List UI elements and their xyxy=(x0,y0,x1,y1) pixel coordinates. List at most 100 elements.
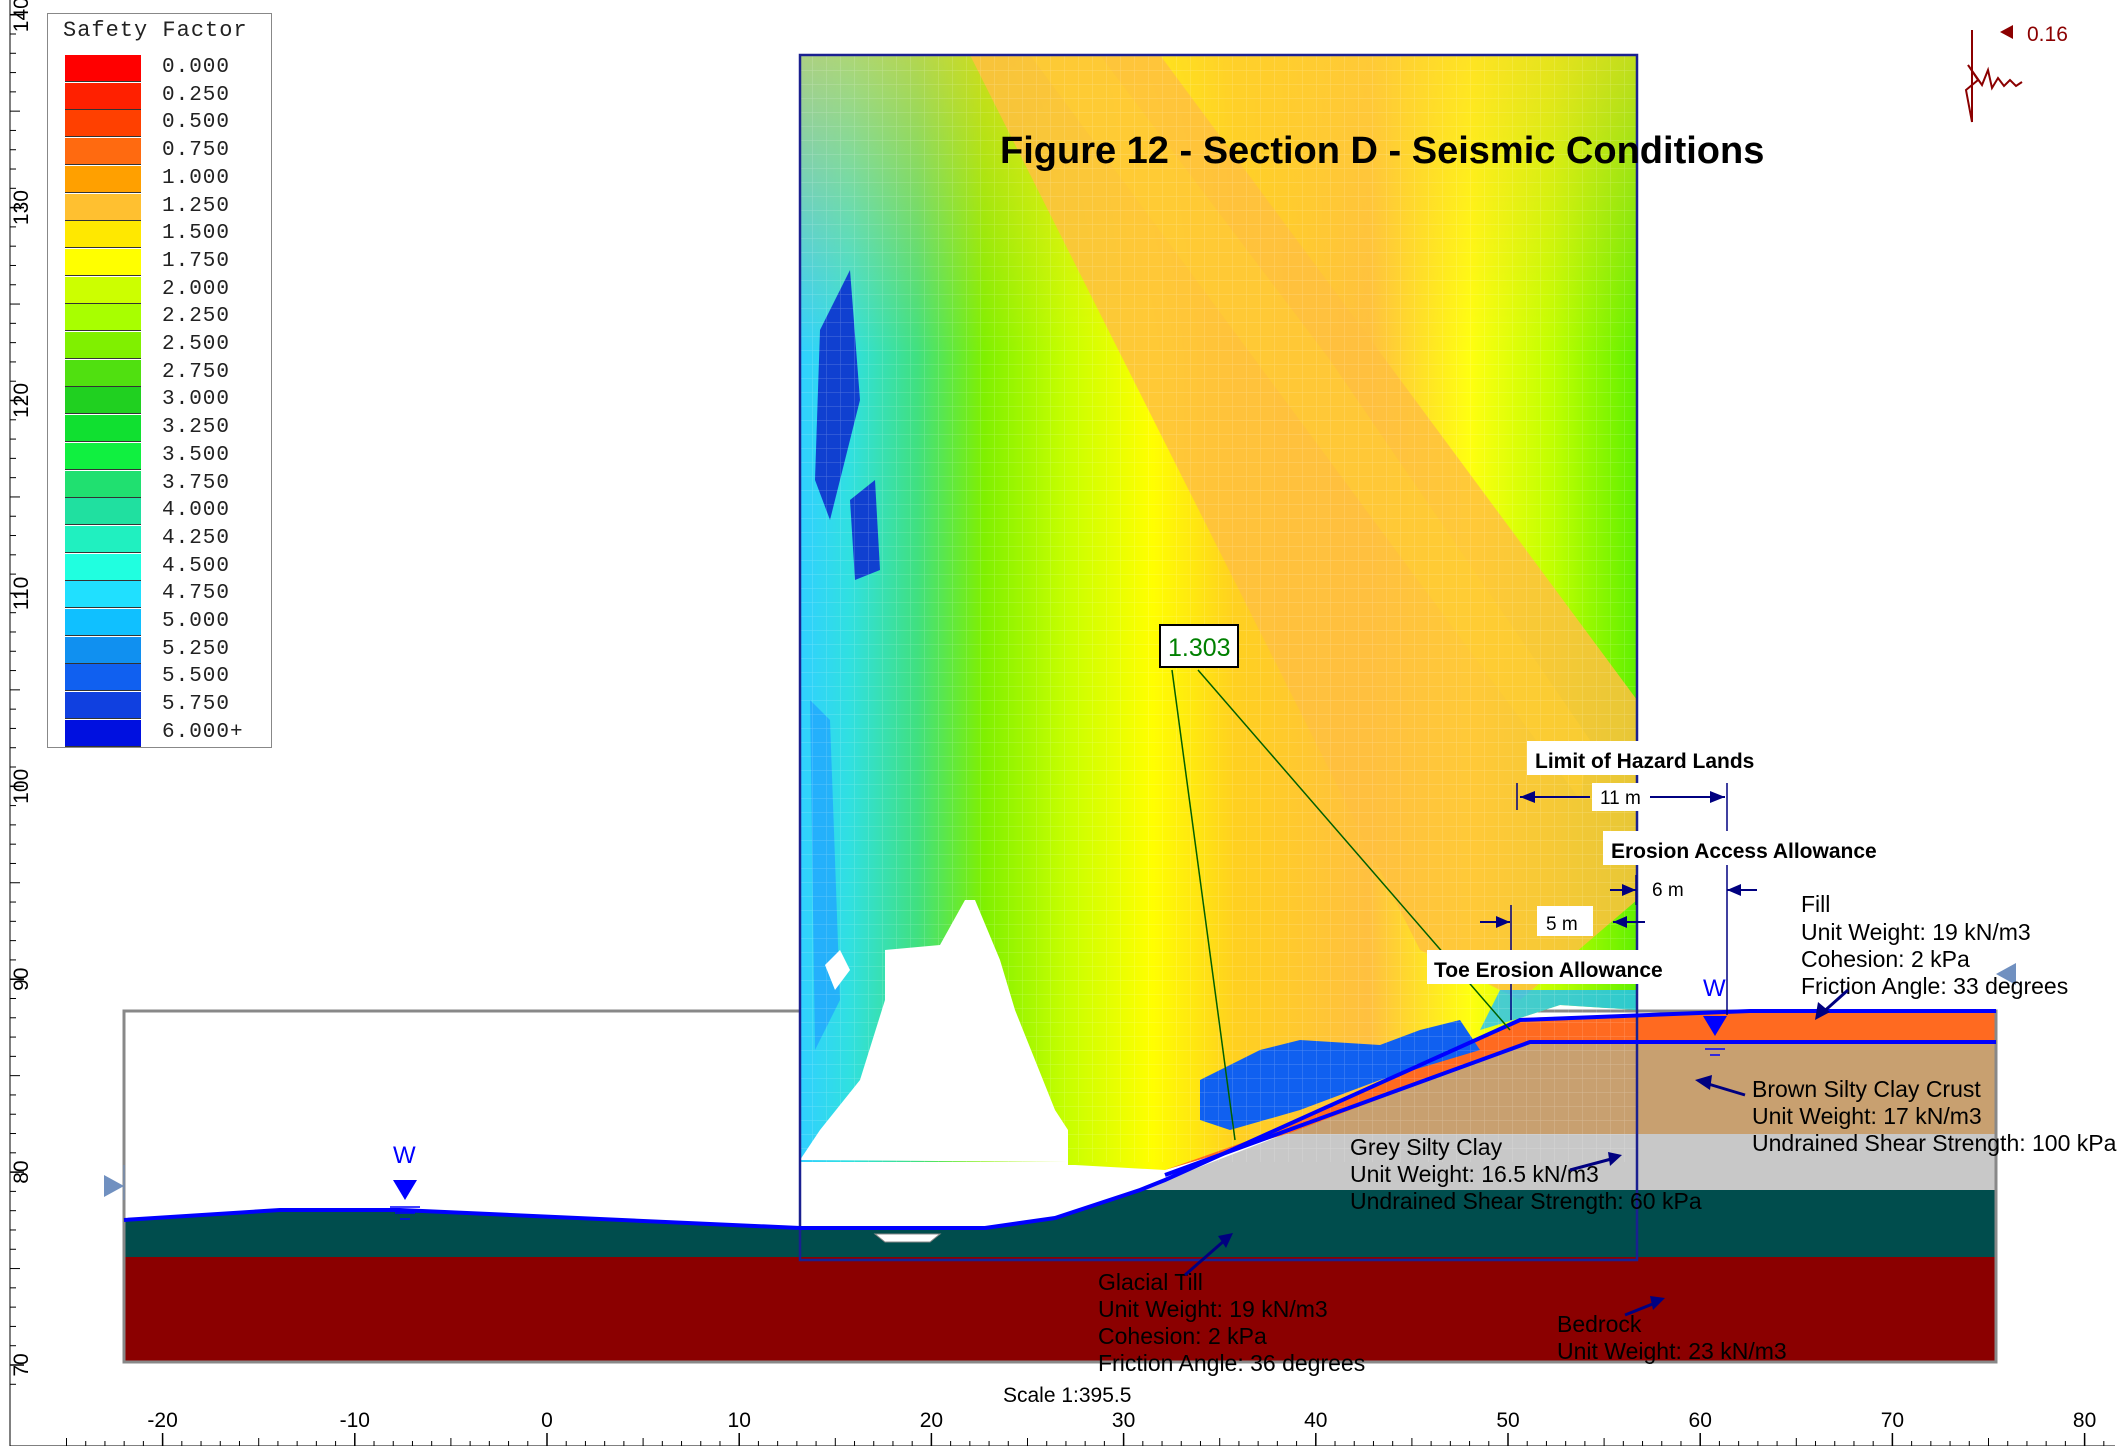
svg-text:Undrained Shear Strength: 100: Undrained Shear Strength: 100 kPa xyxy=(1752,1130,2117,1156)
x-tick-label: 70 xyxy=(1881,1409,1904,1432)
legend-entry: 3.250 xyxy=(65,415,265,443)
svg-text:Brown Silty Clay Crust: Brown Silty Clay Crust xyxy=(1752,1076,1981,1102)
legend-label: 0.500 xyxy=(162,111,231,135)
legend-swatch xyxy=(65,138,141,166)
figure-title: Figure 12 - Section D - Seismic Conditio… xyxy=(1000,130,1764,172)
legend-label: 4.000 xyxy=(162,499,231,523)
fill-base-line xyxy=(1164,1040,1996,1177)
water-table-icon xyxy=(393,1180,417,1200)
surface-lines xyxy=(123,1009,1996,1243)
legend-swatch xyxy=(65,553,141,581)
svg-text:5 m: 5 m xyxy=(1546,914,1578,935)
x-tick-label: 40 xyxy=(1304,1409,1327,1432)
legend-label: 0.750 xyxy=(162,139,231,163)
legend-entry: 1.000 xyxy=(65,165,265,193)
legend-label: 3.750 xyxy=(162,471,231,495)
y-tick-label: 80 xyxy=(10,1160,33,1183)
legend-label: 5.750 xyxy=(162,693,231,717)
legend-swatch xyxy=(65,332,141,359)
legend-swatch xyxy=(65,525,141,553)
svg-text:W: W xyxy=(393,1142,416,1169)
svg-text:Unit Weight: 19 kN/m3: Unit Weight: 19 kN/m3 xyxy=(1801,919,2031,945)
legend-label: 2.250 xyxy=(162,305,231,329)
svg-text:Limit of Hazard Lands: Limit of Hazard Lands xyxy=(1535,750,1754,773)
material-till-label: Glacial Till Unit Weight: 19 kN/m3 Cohes… xyxy=(1098,1233,1365,1376)
legend-label: 5.000 xyxy=(162,610,231,633)
water-table-icon xyxy=(1703,1016,1727,1036)
y-tick-label: 90 xyxy=(10,968,33,991)
legend-swatch xyxy=(65,221,141,249)
bedrock-layer xyxy=(124,1257,1996,1362)
y-tick-label: 100 xyxy=(10,769,33,804)
legend-label: 0.250 xyxy=(162,83,231,107)
svg-text:Friction Angle: 36 degrees: Friction Angle: 36 degrees xyxy=(1098,1350,1365,1376)
legend-entry: 3.500 xyxy=(65,442,265,470)
boundary-marker-right-icon xyxy=(1996,963,2016,985)
legend-entry: 3.000 xyxy=(65,387,265,415)
legend-swatch xyxy=(65,387,141,415)
legend-entry: 4.000 xyxy=(65,498,265,526)
legend-label: 3.250 xyxy=(162,416,231,440)
legend-swatch xyxy=(65,664,141,692)
scale-label: Scale 1:395.5 xyxy=(1003,1384,1131,1407)
legend-entry: 5.250 xyxy=(65,636,265,664)
x-tick-label: 50 xyxy=(1496,1409,1519,1432)
legend-label: 2.500 xyxy=(162,333,231,356)
boundary-marker-left-icon xyxy=(104,1175,124,1197)
legend-entry: 4.250 xyxy=(65,525,265,553)
legend-entry: 1.750 xyxy=(65,248,265,276)
legend-swatch xyxy=(65,110,141,138)
legend-entry: 3.750 xyxy=(65,470,265,498)
svg-text:Fill: Fill xyxy=(1801,891,1830,917)
legend-swatch xyxy=(65,581,141,609)
critical-fs-label: 1.303 xyxy=(1159,624,1239,668)
legend-entry: 6.000+ xyxy=(65,719,265,747)
svg-text:Unit Weight: 19 kN/m3: Unit Weight: 19 kN/m3 xyxy=(1098,1296,1328,1322)
legend-swatch xyxy=(65,359,141,387)
seismic-arrow-icon xyxy=(2000,25,2013,39)
material-grey-label: Grey Silty Clay Unit Weight: 16.5 kN/m3 … xyxy=(1350,1134,1702,1214)
legend-swatch xyxy=(65,304,141,332)
fill-layer xyxy=(1165,1011,1996,1170)
legend-entry: 0.000 xyxy=(65,55,265,82)
svg-text:Cohesion: 2 kPa: Cohesion: 2 kPa xyxy=(1801,946,1970,972)
y-tick-label: 120 xyxy=(10,383,33,418)
legend-entry: 2.500 xyxy=(65,332,265,359)
seismic-value: 0.16 xyxy=(2027,23,2068,46)
legend-swatch xyxy=(65,82,141,110)
legend-swatch xyxy=(65,55,141,82)
seismic-indicator: 0.16 xyxy=(1964,23,2068,123)
legend-swatch xyxy=(65,470,141,498)
x-tick-label: 60 xyxy=(1689,1409,1712,1432)
svg-text:Erosion Access Allowance: Erosion Access Allowance xyxy=(1611,840,1877,863)
legend-entry: 2.750 xyxy=(65,359,265,387)
legend-swatch xyxy=(65,248,141,276)
legend-label: 2.750 xyxy=(162,360,231,384)
legend-label: 4.250 xyxy=(162,526,231,550)
x-tick-label: 10 xyxy=(728,1409,751,1432)
y-axis: 70 80 90 100 110 120 130 140 xyxy=(9,0,33,1446)
svg-text:Grey Silty Clay: Grey Silty Clay xyxy=(1350,1134,1503,1160)
water-marker-right: W xyxy=(1700,975,1730,1056)
svg-text:Cohesion: 2 kPa: Cohesion: 2 kPa xyxy=(1098,1323,1267,1349)
legend-title: Safety Factor xyxy=(63,18,248,43)
y-tick-label: 70 xyxy=(10,1353,33,1376)
material-brown-label: Brown Silty Clay Crust Unit Weight: 17 k… xyxy=(1695,1075,2117,1156)
legend-swatch xyxy=(65,442,141,470)
legend-label: 5.250 xyxy=(162,637,231,661)
legend-entry: 4.500 xyxy=(65,553,265,581)
y-tick-label: 140 xyxy=(10,0,33,32)
svg-text:Toe Erosion Allowance: Toe Erosion Allowance xyxy=(1434,959,1663,982)
legend-label: 6.000+ xyxy=(162,720,244,744)
legend-swatch xyxy=(65,498,141,526)
legend-swatch xyxy=(65,165,141,193)
legend-label: 4.500 xyxy=(162,554,231,578)
svg-text:W: W xyxy=(1703,975,1726,1002)
legend-label: 4.750 xyxy=(162,582,231,606)
material-bedrock-label: Bedrock Unit Weight: 23 kN/m3 xyxy=(1557,1296,1787,1364)
legend-entry: 1.250 xyxy=(65,193,265,221)
legend-label: 5.500 xyxy=(162,665,231,689)
svg-text:Unit Weight: 16.5 kN/m3: Unit Weight: 16.5 kN/m3 xyxy=(1350,1161,1599,1187)
legend-swatch xyxy=(65,276,141,304)
